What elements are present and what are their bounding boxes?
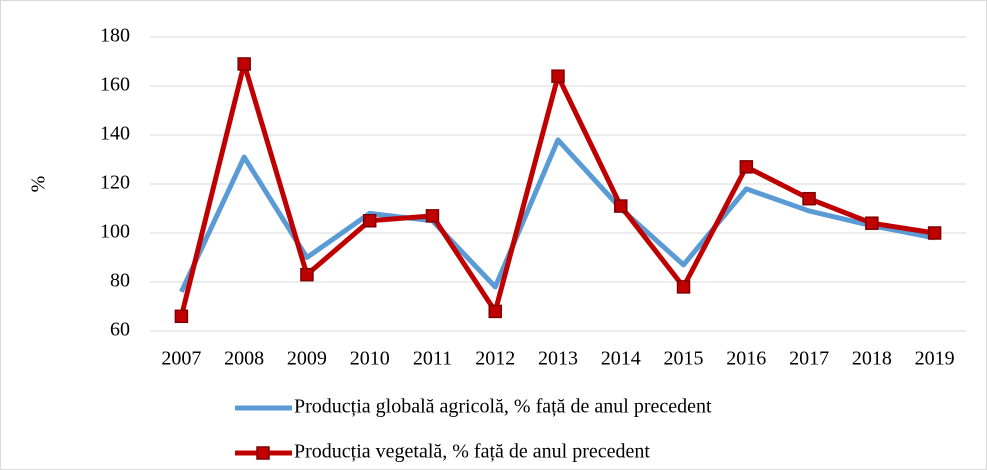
y-tick-label: 160 xyxy=(100,74,130,96)
marker xyxy=(300,267,314,282)
legend-marker xyxy=(256,446,270,460)
x-tick-label: 2009 xyxy=(287,348,327,370)
x-tick-label: 2007 xyxy=(161,348,201,370)
x-tick-label: 2016 xyxy=(726,348,766,370)
y-axis-label: % xyxy=(28,176,50,193)
marker xyxy=(865,216,879,230)
marker xyxy=(488,304,502,319)
x-tick-label: 2018 xyxy=(852,348,892,370)
y-tick-label: 180 xyxy=(100,25,130,47)
x-tick-label: 2011 xyxy=(413,348,452,370)
y-tick-label: 100 xyxy=(100,221,130,243)
x-tick-label: 2010 xyxy=(350,348,390,370)
x-tick-label: 2014 xyxy=(601,348,641,370)
marker xyxy=(237,57,251,71)
marker xyxy=(362,214,377,228)
x-tick-label: 2012 xyxy=(475,348,515,370)
marker xyxy=(614,199,628,213)
marker xyxy=(425,209,440,223)
legend-label: Producția globală agricolă, % față de an… xyxy=(294,396,712,418)
x-tick-label: 2019 xyxy=(915,348,955,370)
marker xyxy=(739,160,754,174)
y-tick-label: 140 xyxy=(100,123,130,145)
series-line xyxy=(179,137,936,293)
x-tick-label: 2017 xyxy=(789,348,829,370)
marker xyxy=(174,309,189,324)
y-tick-label: 120 xyxy=(100,172,130,194)
x-tick-label: 2013 xyxy=(538,348,578,370)
legend-label: Producția vegetală, % față de anul prece… xyxy=(294,441,650,463)
marker xyxy=(676,280,691,294)
x-tick-label: 2015 xyxy=(664,348,704,370)
marker xyxy=(551,69,565,83)
x-tick-label: 2008 xyxy=(224,348,264,370)
y-tick-label: 60 xyxy=(110,319,130,341)
marker xyxy=(927,226,942,240)
marker xyxy=(802,191,816,206)
y-tick-label: 80 xyxy=(110,270,130,292)
